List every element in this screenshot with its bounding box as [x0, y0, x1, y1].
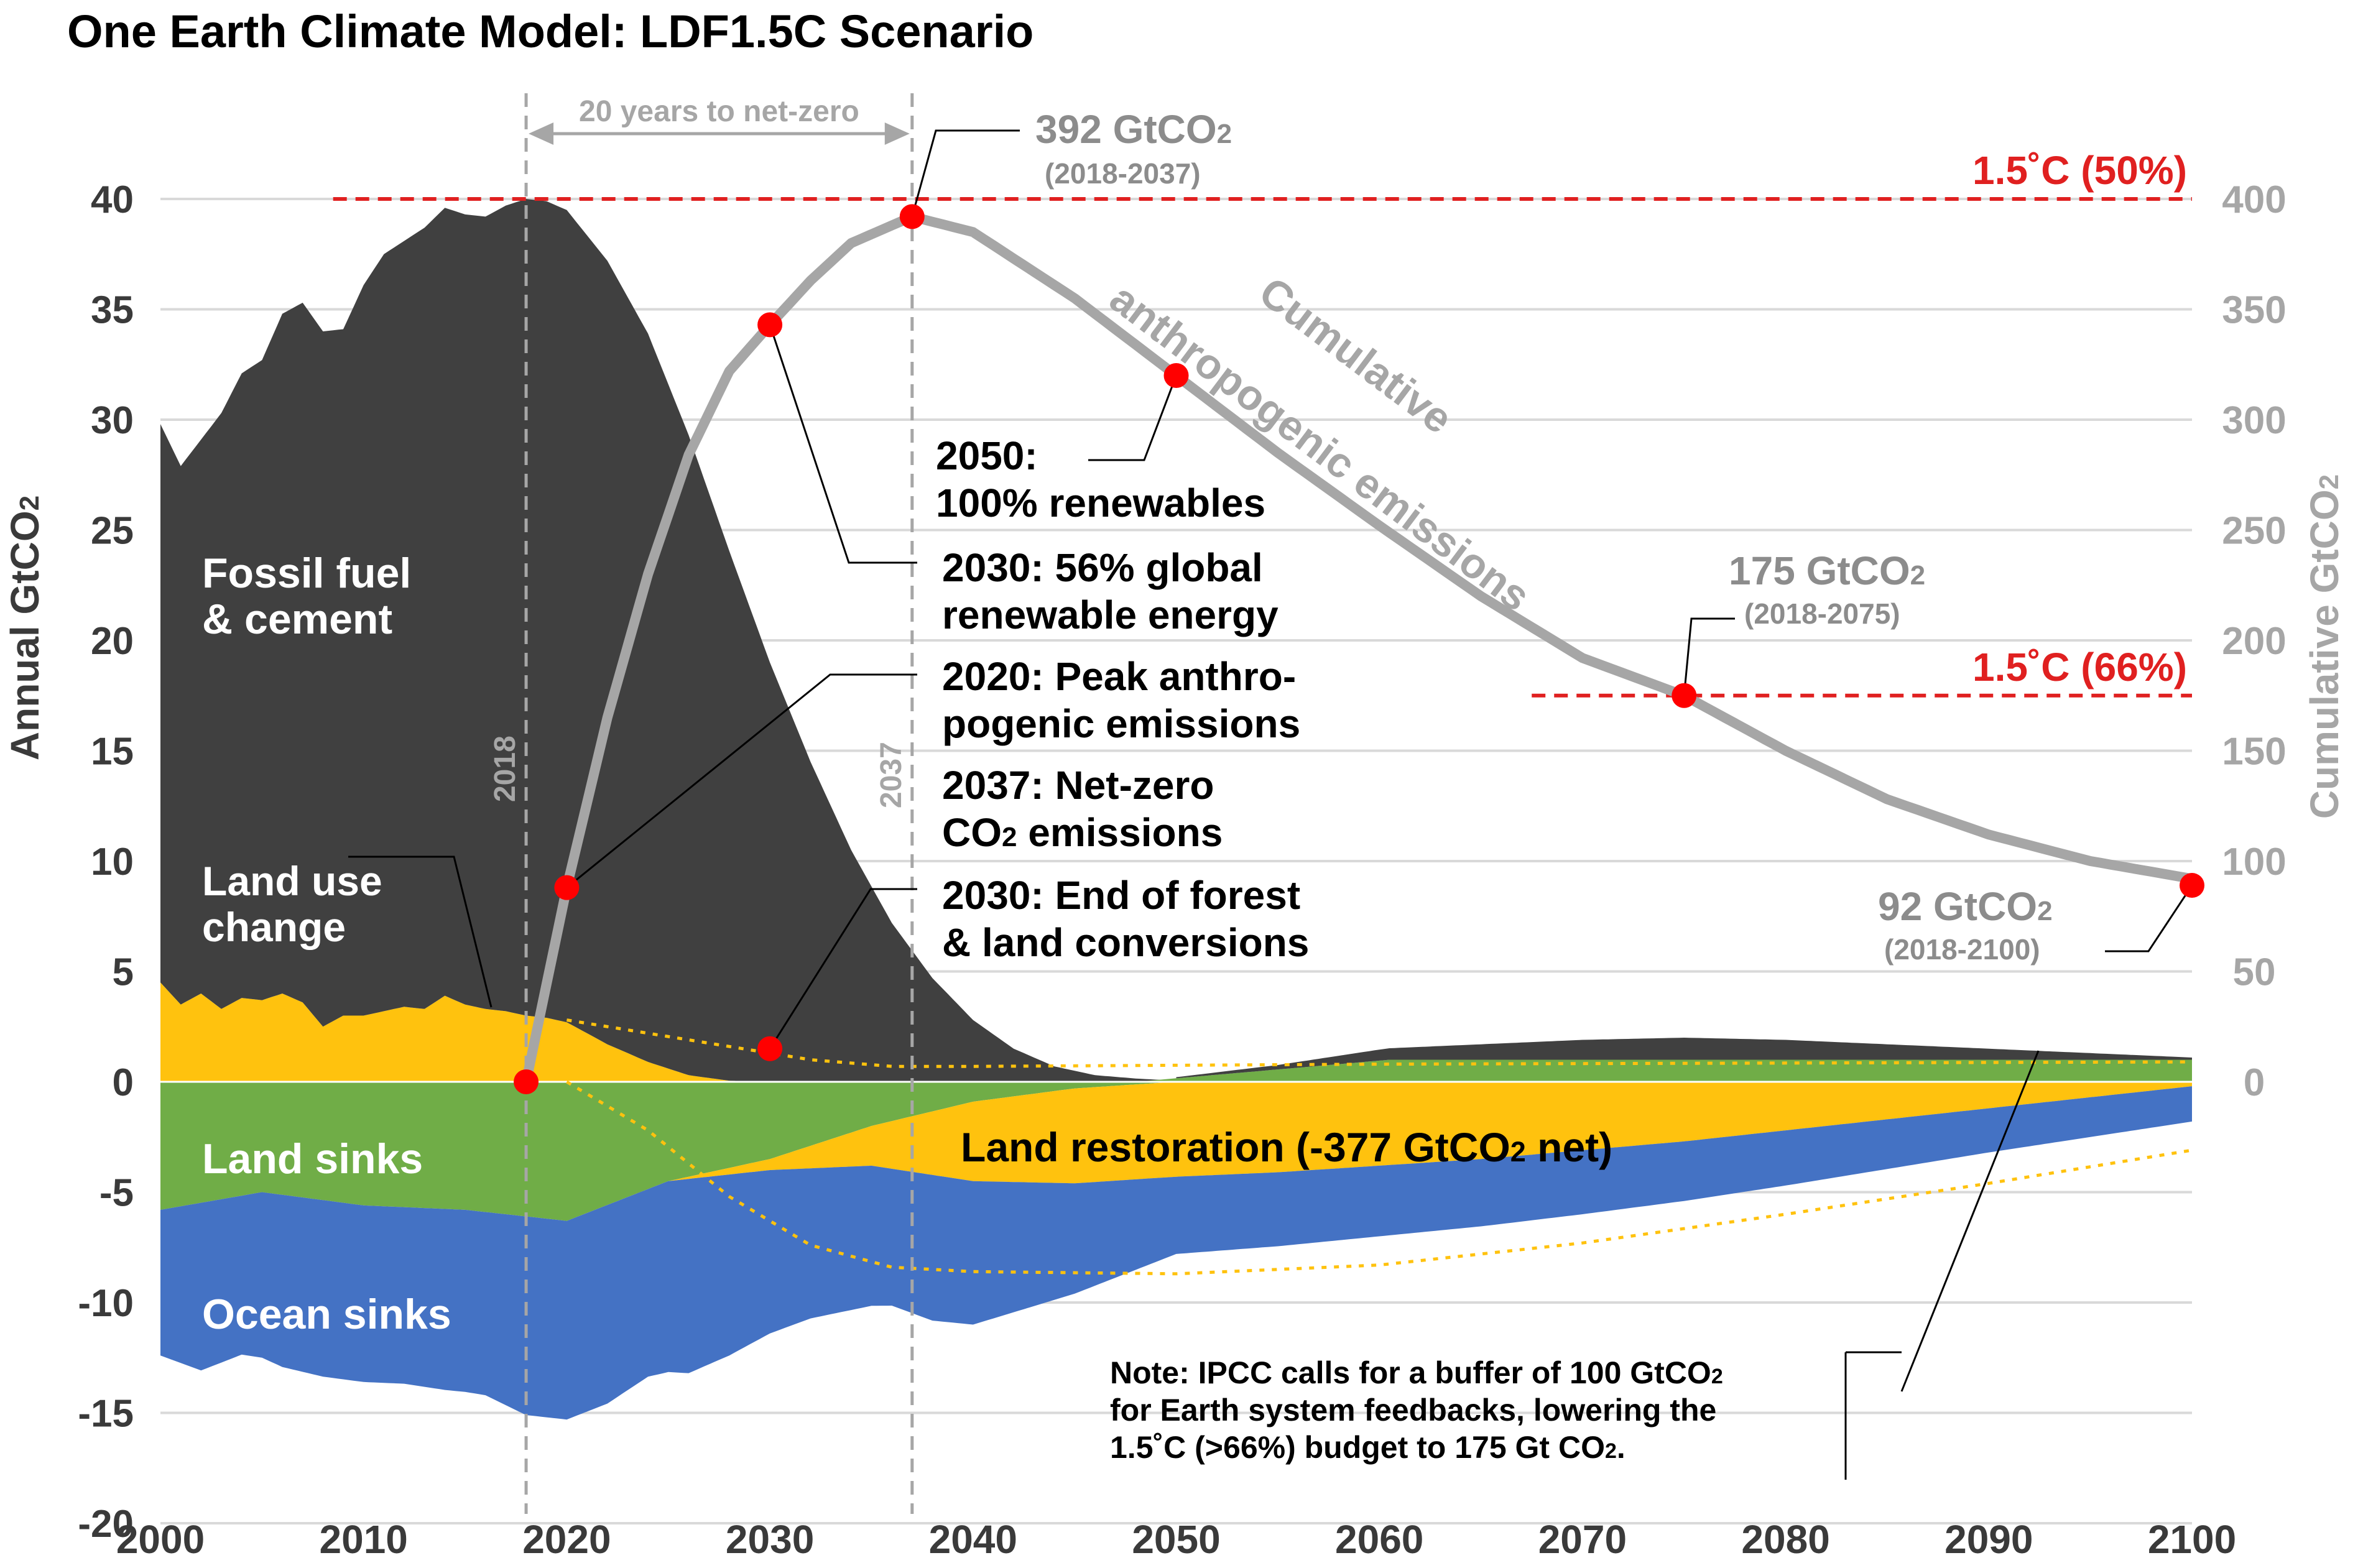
label-land-sinks-line-0: Land sinks [202, 1135, 423, 1183]
net-sink-dotted [566, 1080, 2193, 1276]
span-arrow [529, 122, 910, 145]
annot-392-range: (2018-2037) [1045, 157, 1201, 190]
x-tick-2040: 2040 [929, 1517, 1017, 1562]
annot-392-value: 392 GtCO2 [1035, 107, 1232, 152]
leader-land-use [348, 855, 492, 1008]
x-tick-2030: 2030 [726, 1517, 814, 1562]
y-right-tick: 100 [2222, 841, 2286, 883]
leader-92 [2105, 885, 2193, 952]
y-right-tick: 50 [2233, 951, 2276, 994]
leader-392 [911, 129, 1020, 217]
annot-92-value: 92 GtCO2 [1878, 884, 2053, 929]
annot-2020-peak-line-1: pogenic emissions [942, 701, 1300, 746]
area-land-use-change [160, 982, 770, 1082]
annot-2020-peak-line-0: 2020: Peak anthro- [942, 654, 1296, 699]
limit-label-1: 1.5˚C (66%) [1972, 645, 2187, 689]
note-line-0: Note: IPCC calls for a buffer of 100 GtC… [1110, 1355, 1723, 1390]
y-left-label: Annual GtCO2 [2, 496, 47, 760]
leader-2030-renew [769, 324, 917, 564]
x-tick-2090: 2090 [1945, 1517, 2033, 1562]
area-land-restoration [526, 1082, 2192, 1221]
note-line-1: for Earth system feedbacks, lowering the [1110, 1393, 1716, 1427]
annot-2030-forest-line-1: & land conversions [942, 920, 1309, 965]
leader-note [1900, 1050, 2040, 1392]
y-left-tick: 10 [91, 841, 134, 883]
y-right-tick: 0 [2244, 1061, 2265, 1104]
y-right-tick: 300 [2222, 399, 2286, 442]
label-fossil-line-0: Fossil fuel [202, 550, 411, 597]
annot-2050-line-0: 2050: [936, 433, 1038, 478]
y-right-tick: 200 [2222, 620, 2286, 663]
annot-2050-line-1: 100% renewables [936, 481, 1265, 525]
y-right-label: Cumulative GtCO2 [2302, 474, 2347, 819]
y-left-tick: 40 [91, 178, 134, 221]
note-line-2: 1.5˚C (>66%) budget to 175 Gt CO2. [1110, 1430, 1625, 1465]
y-left-tick: -5 [99, 1172, 134, 1215]
leader-175 [1683, 617, 1735, 696]
annot-2030-renew-line-1: renewable energy [942, 593, 1279, 637]
label-land-use-line-0: Land use [202, 858, 382, 904]
x-tick-2080: 2080 [1741, 1517, 1829, 1562]
annot-2037-netzero-line-0: 2037: Net-zero [942, 763, 1214, 808]
annot-175-range: (2018-2075) [1744, 597, 1900, 630]
marker-2030-7 [757, 1036, 783, 1061]
x-tick-2060: 2060 [1335, 1517, 1423, 1562]
vertical-label-2018: 2018 [489, 736, 522, 802]
label-fossil-line-1: & cement [202, 596, 392, 643]
x-tick-2050: 2050 [1132, 1517, 1220, 1562]
area-land-sinks [160, 1082, 2192, 1221]
marker-2075-5 [1672, 683, 1697, 708]
marker-2037-3 [899, 204, 925, 229]
y-right-tick: 250 [2222, 510, 2286, 553]
area-fossil-fuel-tail [1176, 1038, 2192, 1079]
chart-title: One Earth Climate Model: LDF1.5C Scenari… [67, 6, 1034, 57]
cumulative-curve [521, 211, 2197, 1087]
y-left-tick: -15 [78, 1393, 134, 1436]
y-left-tick: -10 [78, 1282, 134, 1325]
x-tick-2010: 2010 [320, 1517, 408, 1562]
annot-2037-netzero-line-1: CO2 emissions [942, 810, 1223, 855]
leader-2050 [1088, 375, 1177, 461]
marker-2030-2 [757, 312, 783, 338]
y-right-tick: 350 [2222, 289, 2286, 332]
y-left-tick: -20 [78, 1503, 134, 1546]
y-right-tick: 400 [2222, 178, 2286, 221]
net-emission-dotted [566, 1018, 2193, 1068]
y-left-tick: 25 [91, 510, 134, 553]
marker-2050-4 [1163, 363, 1189, 388]
area-ocean-sinks [160, 1086, 2192, 1420]
y-left-tick: 20 [91, 620, 134, 663]
label-ocean-sinks-line-0: Ocean sinks [202, 1291, 451, 1338]
leader-2020-peak [566, 673, 917, 888]
marker-2100-6 [2180, 873, 2204, 898]
limit-label-0: 1.5˚C (50%) [1972, 148, 2187, 193]
annot-2030-forest-line-0: 2030: End of forest [942, 873, 1300, 918]
vertical-label-2037: 2037 [875, 742, 908, 808]
span-arrow-head-left [529, 122, 554, 145]
span-label: 20 years to net-zero [579, 95, 859, 128]
y-left-tick: 15 [91, 731, 134, 773]
y-left-tick: 30 [91, 399, 134, 442]
leader-2030-forest [769, 888, 917, 1049]
annot-92-range: (2018-2100) [1884, 933, 2040, 966]
leader-lines [348, 129, 2193, 1480]
x-tick-2070: 2070 [1538, 1517, 1627, 1562]
y-left-tick: 5 [113, 951, 134, 994]
span-arrow-head-right [884, 122, 910, 145]
x-tick-2000: 2000 [116, 1517, 205, 1562]
annot-2030-renew-line-0: 2030: 56% global [942, 545, 1263, 590]
y-left-tick: 0 [113, 1061, 134, 1104]
label-land-use-line-1: change [202, 904, 346, 950]
marker-2020-1 [554, 875, 580, 900]
y-left-tick: 35 [91, 289, 134, 332]
marker-2018-0 [514, 1069, 539, 1094]
x-tick-2100: 2100 [2148, 1517, 2236, 1562]
area-fossil-fuel [160, 199, 2192, 1082]
y-right-tick: 150 [2222, 731, 2286, 773]
label-land-restoration-line-0: Land restoration (-377 GtCO2 net) [961, 1124, 1612, 1170]
x-tick-2020: 2020 [522, 1517, 611, 1562]
annot-175-value: 175 GtCO2 [1729, 548, 1925, 593]
